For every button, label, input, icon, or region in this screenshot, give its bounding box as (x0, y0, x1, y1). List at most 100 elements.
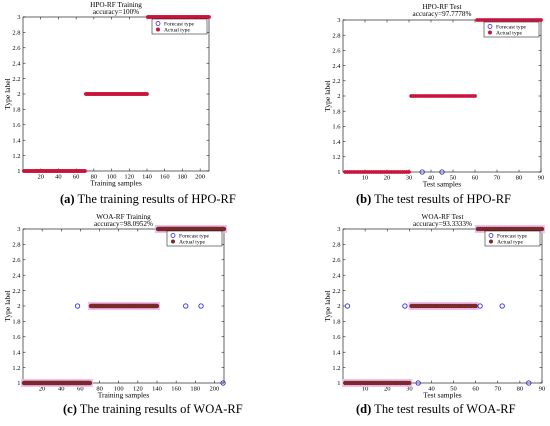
caption-letter: (c) (63, 402, 77, 416)
y-tick-label: 2 (17, 91, 20, 98)
chart-title-line: accuracy=98.0952% (94, 220, 153, 228)
panel-caption: (c) The training results of WOA-RF (63, 402, 243, 416)
actual-point (221, 226, 227, 232)
x-tick-label: 20 (39, 386, 46, 393)
caption-text: The test results of WOA-RF (371, 402, 515, 416)
y-tick-label: 2.8 (12, 242, 20, 249)
y-tick-label: 1.6 (12, 334, 21, 341)
y-tick-label: 1.2 (332, 154, 340, 161)
actual-point (407, 380, 412, 386)
y-tick-label: 2.6 (12, 257, 21, 264)
y-axis-label: Type label (3, 78, 12, 109)
x-tick-label: 90 (539, 386, 546, 393)
legend-actual-marker (489, 239, 493, 244)
actual-point (473, 94, 477, 98)
legend-forecast-label: Forecast type (496, 25, 526, 31)
panel-caption: (a) The training results of HPO-RF (60, 192, 236, 206)
y-tick-label: 1.6 (332, 124, 341, 131)
x-tick-label: 60 (73, 174, 80, 181)
forecast-point (499, 303, 505, 309)
x-axis-label: Training samples (98, 391, 150, 400)
x-tick-label: 100 (107, 174, 117, 181)
x-tick-label: 100 (114, 386, 124, 393)
actual-point (87, 380, 93, 386)
legend-forecast-marker (488, 233, 494, 238)
x-tick-label: 140 (142, 174, 152, 181)
x-tick-label: 40 (55, 174, 62, 181)
y-tick-label: 1.6 (12, 122, 21, 129)
x-tick-label: 90 (538, 175, 545, 182)
y-axis-label: Type label (323, 80, 332, 111)
x-axis-label: Training samples (90, 179, 142, 188)
actual-point (145, 92, 149, 96)
legend-actual-label: Actual type (179, 240, 205, 246)
x-tick-label: 180 (190, 386, 200, 393)
x-tick-label: 10 (362, 386, 369, 393)
caption-letter: (a) (60, 192, 75, 206)
y-axis-label: Type label (3, 290, 12, 321)
y-tick-label: 2.2 (332, 78, 340, 85)
legend-box (483, 21, 540, 38)
x-tick-label: 20 (384, 386, 391, 393)
panel-caption: (d) The test results of WOA-RF (356, 402, 516, 416)
x-tick-label: 10 (362, 175, 369, 182)
forecast-point (526, 380, 532, 386)
x-tick-label: 80 (516, 175, 523, 182)
x-tick-label: 50 (450, 386, 457, 393)
caption-letter: (d) (356, 402, 371, 416)
actual-point (154, 303, 160, 309)
y-tick-label: 1 (17, 168, 20, 175)
forecast-point (198, 303, 204, 309)
legend-actual-label: Actual type (497, 240, 523, 246)
x-tick-label: 160 (160, 174, 170, 181)
chart-title-line: accuracy=97.7778% (413, 10, 472, 18)
caption-letter: (b) (356, 192, 371, 206)
y-axis-label: Type label (323, 290, 332, 321)
legend-actual-marker (156, 27, 160, 32)
x-tick-label: 70 (494, 175, 501, 182)
x-tick-label: 70 (495, 386, 502, 393)
actual-point (539, 18, 543, 22)
y-tick-label: 1 (337, 380, 340, 387)
x-tick-label: 200 (195, 174, 205, 181)
x-tick-label: 30 (406, 386, 413, 393)
y-tick-label: 3 (337, 226, 340, 233)
x-tick-label: 60 (472, 386, 479, 393)
y-tick-label: 1.2 (12, 153, 20, 160)
y-tick-label: 2.4 (12, 272, 21, 279)
x-tick-label: 80 (517, 386, 524, 393)
x-tick-label: 160 (171, 386, 181, 393)
y-tick-label: 2 (337, 303, 340, 310)
x-tick-label: 80 (91, 174, 98, 181)
y-tick-label: 2.6 (332, 257, 341, 264)
x-tick-label: 30 (406, 175, 413, 182)
chart-title-line: WOA-RF Test (422, 213, 464, 221)
legend-box (151, 18, 208, 35)
forecast-point (402, 303, 408, 309)
y-tick-label: 2.2 (12, 76, 20, 83)
y-tick-label: 1.4 (12, 349, 21, 356)
x-tick-label: 80 (96, 386, 103, 393)
forecast-point (439, 169, 445, 175)
legend-actual-marker (171, 239, 175, 244)
x-tick-label: 20 (37, 174, 44, 181)
forecast-point (419, 169, 425, 175)
legend-forecast-label: Forecast type (497, 234, 527, 240)
caption-text: The training results of HPO-RF (75, 192, 236, 206)
y-tick-label: 2.8 (332, 242, 340, 249)
legend-forecast-label: Forecast type (179, 234, 209, 240)
x-tick-label: 40 (428, 175, 435, 182)
x-tick-label: 50 (450, 175, 457, 182)
y-tick-label: 2.8 (332, 32, 340, 39)
x-tick-label: 40 (428, 386, 435, 393)
panel-caption: (b) The test results of HPO-RF (356, 192, 511, 206)
y-tick-label: 1.6 (332, 334, 341, 341)
